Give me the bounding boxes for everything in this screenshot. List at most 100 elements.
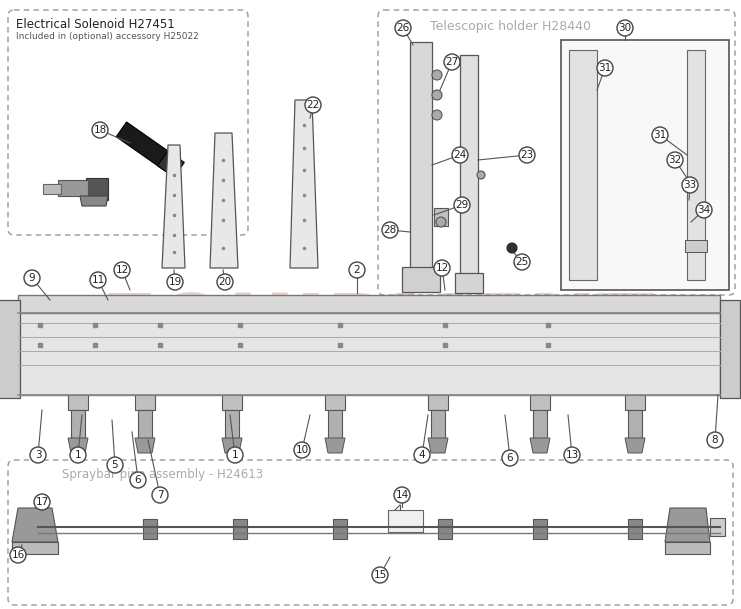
Polygon shape xyxy=(625,438,645,453)
Polygon shape xyxy=(18,295,720,313)
Bar xyxy=(625,395,645,410)
Text: Spraybar pipe assembly - H24613: Spraybar pipe assembly - H24613 xyxy=(62,468,263,481)
Circle shape xyxy=(696,202,712,218)
Circle shape xyxy=(444,54,460,70)
Bar xyxy=(222,395,242,410)
Text: Included in (optional) accessory H25022: Included in (optional) accessory H25022 xyxy=(16,32,199,41)
Bar xyxy=(720,300,740,398)
Text: 11: 11 xyxy=(91,275,104,285)
Bar xyxy=(434,208,448,226)
Text: 31: 31 xyxy=(599,63,611,73)
Circle shape xyxy=(34,494,50,510)
Circle shape xyxy=(70,447,86,463)
Text: 19: 19 xyxy=(168,277,182,287)
Text: 33: 33 xyxy=(683,180,697,190)
Text: 16: 16 xyxy=(11,550,24,560)
Text: 4: 4 xyxy=(419,450,425,460)
Circle shape xyxy=(217,274,233,290)
Bar xyxy=(687,50,705,280)
Text: 23: 23 xyxy=(520,150,534,160)
Circle shape xyxy=(667,152,683,168)
Circle shape xyxy=(617,20,633,36)
Circle shape xyxy=(114,262,130,278)
Bar xyxy=(431,410,445,438)
Circle shape xyxy=(707,432,723,448)
Bar xyxy=(561,40,729,290)
Text: 17: 17 xyxy=(36,497,49,507)
Bar xyxy=(12,542,58,554)
Text: 29: 29 xyxy=(456,200,468,210)
Polygon shape xyxy=(162,145,185,268)
Bar xyxy=(68,395,88,410)
Polygon shape xyxy=(86,178,108,200)
Polygon shape xyxy=(68,438,88,453)
Bar xyxy=(438,519,452,539)
Polygon shape xyxy=(80,196,108,206)
Polygon shape xyxy=(158,151,185,177)
Circle shape xyxy=(152,487,168,503)
Circle shape xyxy=(434,260,450,276)
Bar xyxy=(388,510,423,532)
Circle shape xyxy=(519,147,535,163)
Bar xyxy=(0,300,20,398)
Bar xyxy=(710,518,725,536)
Circle shape xyxy=(92,122,108,138)
Polygon shape xyxy=(665,508,710,542)
Circle shape xyxy=(107,457,123,473)
Polygon shape xyxy=(210,133,238,268)
Bar xyxy=(325,395,345,410)
Circle shape xyxy=(454,197,470,213)
Circle shape xyxy=(564,447,580,463)
Bar xyxy=(569,50,597,280)
Bar xyxy=(333,519,347,539)
Bar xyxy=(410,42,432,282)
Text: 1: 1 xyxy=(232,450,239,460)
Text: 28: 28 xyxy=(383,225,396,235)
Circle shape xyxy=(227,447,243,463)
Bar xyxy=(533,519,547,539)
Circle shape xyxy=(652,127,668,143)
Text: 12: 12 xyxy=(436,263,448,273)
Text: 6: 6 xyxy=(135,475,142,485)
Text: 6: 6 xyxy=(507,453,514,463)
Text: 12: 12 xyxy=(116,265,129,275)
Circle shape xyxy=(10,547,26,563)
Text: 20: 20 xyxy=(219,277,231,287)
Polygon shape xyxy=(18,313,720,395)
Text: 3: 3 xyxy=(35,450,41,460)
Circle shape xyxy=(597,60,613,76)
Bar xyxy=(225,410,239,438)
Polygon shape xyxy=(12,508,58,542)
Circle shape xyxy=(514,254,530,270)
Circle shape xyxy=(682,177,698,193)
Circle shape xyxy=(349,262,365,278)
Text: Electrical Solenoid H27451: Electrical Solenoid H27451 xyxy=(16,18,175,31)
Text: 1: 1 xyxy=(75,450,82,460)
Text: 13: 13 xyxy=(565,450,579,460)
Bar xyxy=(328,410,342,438)
Polygon shape xyxy=(325,438,345,453)
Bar xyxy=(135,395,155,410)
Text: SPECIALISTS: SPECIALISTS xyxy=(133,342,609,408)
Circle shape xyxy=(395,20,411,36)
Bar xyxy=(685,240,707,252)
Circle shape xyxy=(24,270,40,286)
Polygon shape xyxy=(455,273,483,293)
Circle shape xyxy=(414,447,430,463)
Text: Telescopic holder H28440: Telescopic holder H28440 xyxy=(430,20,591,33)
Polygon shape xyxy=(116,122,180,174)
Bar xyxy=(58,180,88,196)
Circle shape xyxy=(167,274,183,290)
Text: 7: 7 xyxy=(156,490,163,500)
Circle shape xyxy=(294,442,310,458)
Text: 5: 5 xyxy=(112,460,119,470)
Circle shape xyxy=(90,272,106,288)
Bar xyxy=(460,55,478,285)
Text: 10: 10 xyxy=(296,445,308,455)
Text: 24: 24 xyxy=(453,150,467,160)
Polygon shape xyxy=(530,438,550,453)
Text: 30: 30 xyxy=(619,23,631,33)
Bar xyxy=(665,542,710,554)
Bar xyxy=(143,519,157,539)
Circle shape xyxy=(432,90,442,100)
